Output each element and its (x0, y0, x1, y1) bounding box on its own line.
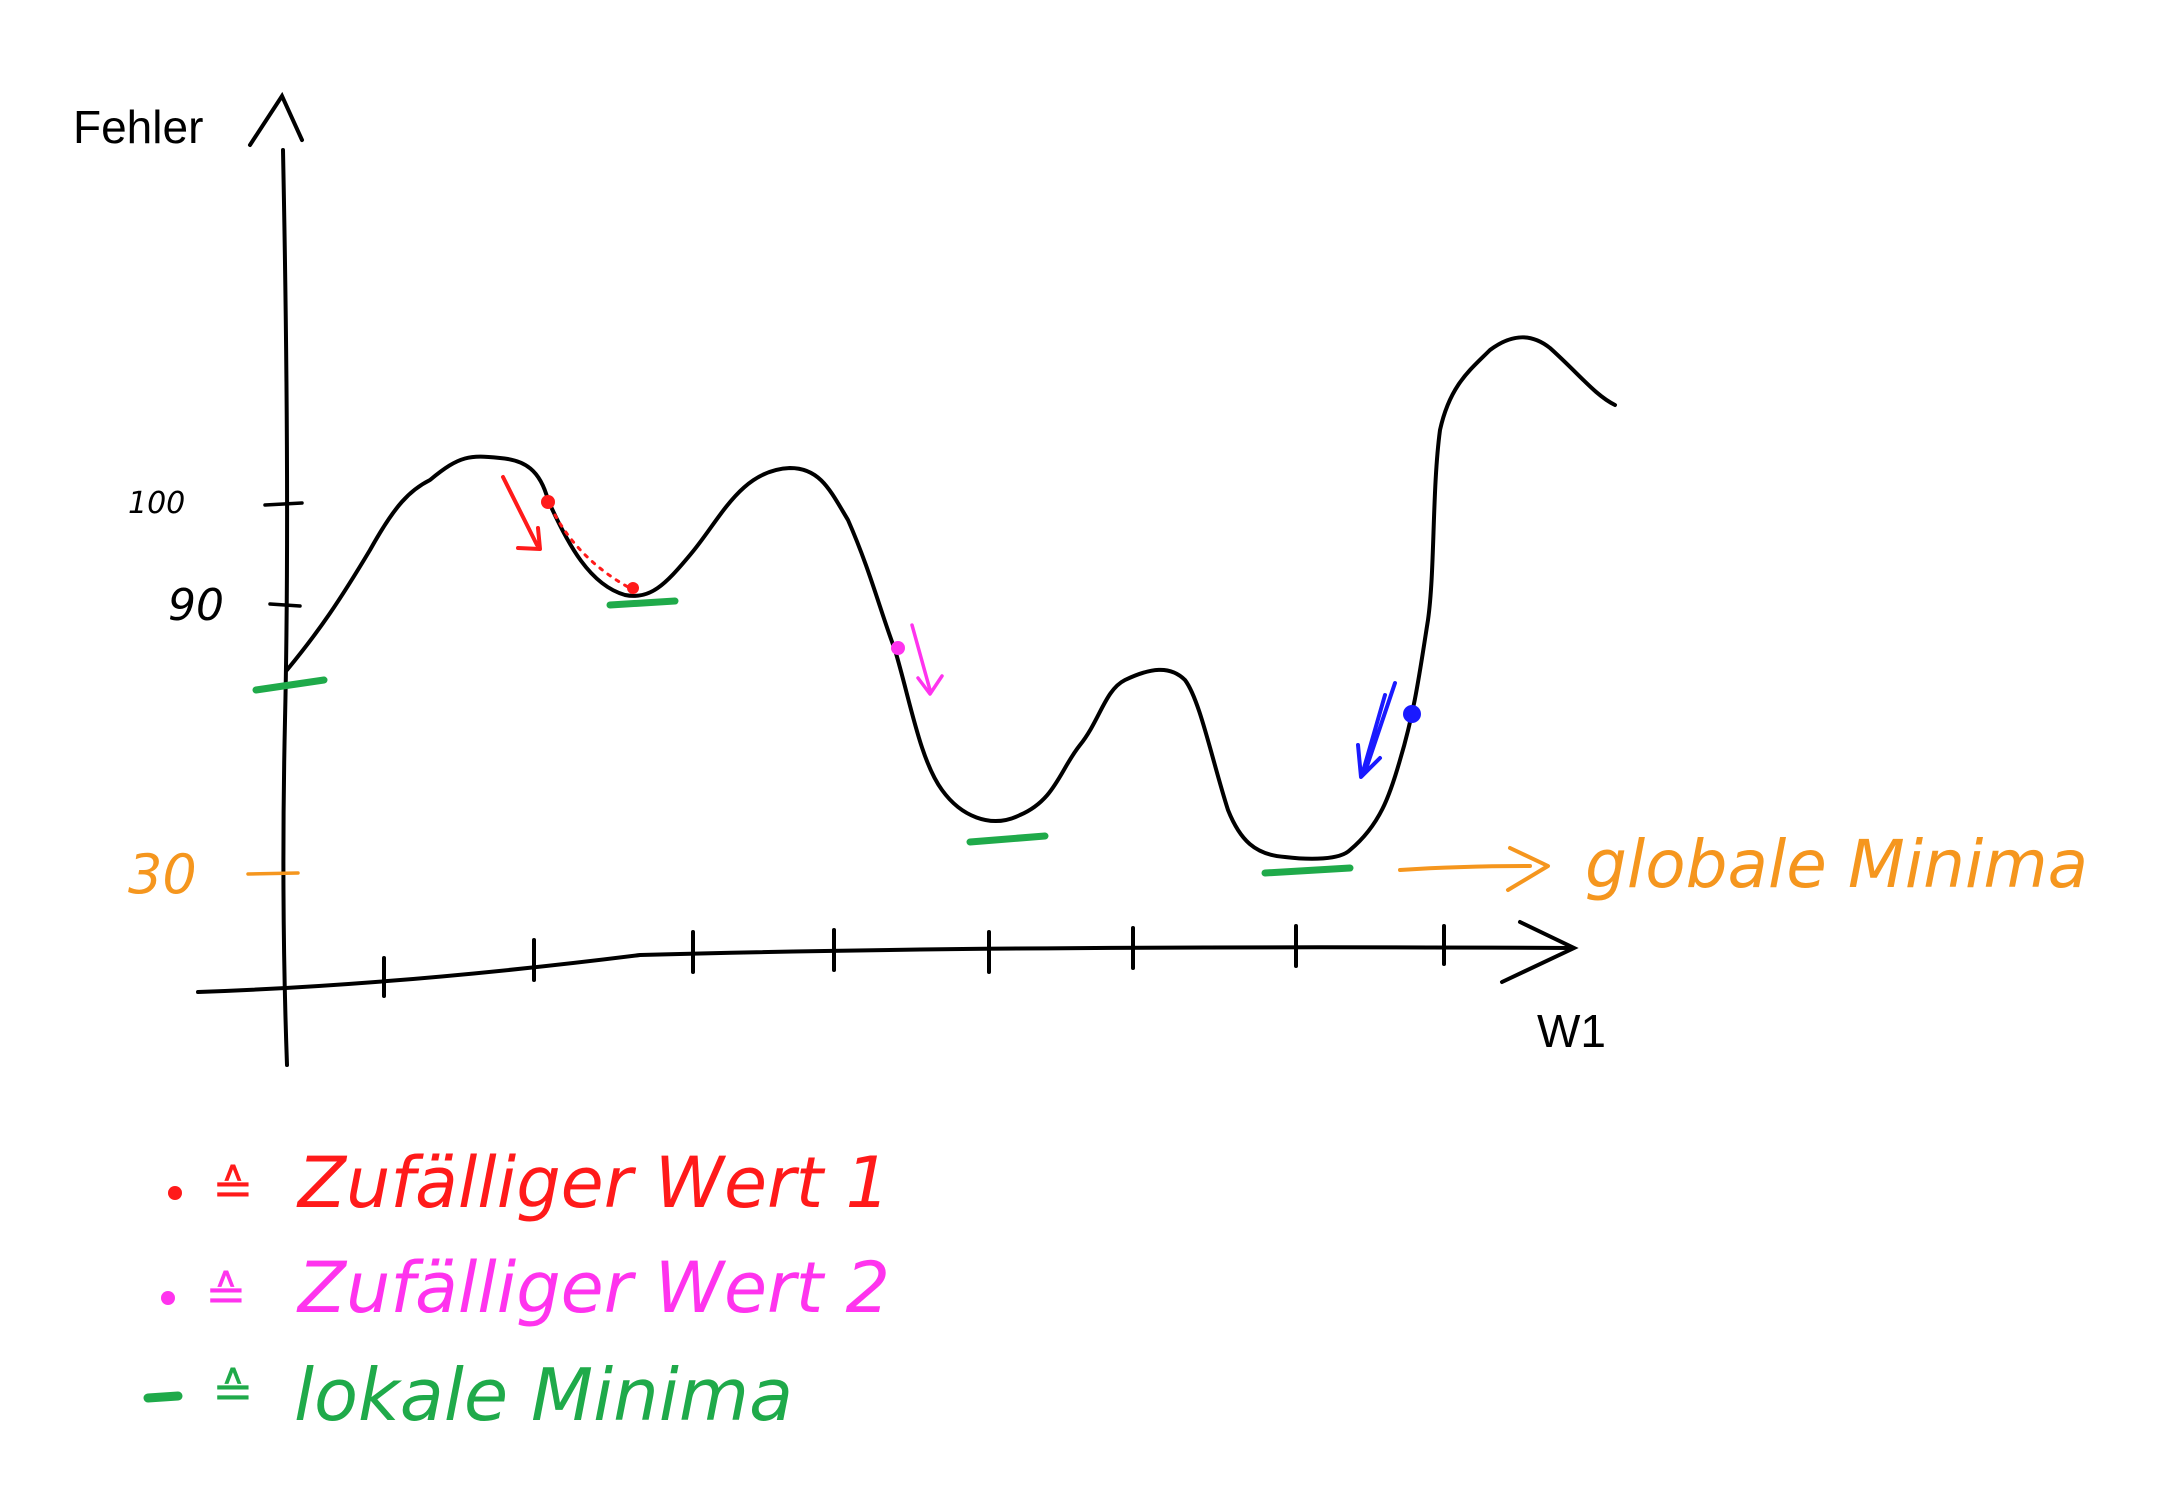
legend-equals-symbol: ≙ (212, 1159, 254, 1217)
random-value-1-dot (541, 495, 555, 509)
y-axis-label: Fehler (73, 101, 203, 153)
x-axis-line (196, 945, 1574, 994)
random-value-1-descent (501, 475, 639, 594)
red-end-dot (627, 582, 639, 594)
error-curve (285, 335, 1617, 861)
y-axis-arrowhead (248, 91, 304, 147)
y-tick-label-90: 90 (168, 580, 224, 631)
legend-label-random-value-2: Zufälliger Wert 2 (296, 1247, 890, 1329)
y-tick-label-30: 30 (128, 843, 197, 906)
global-minima-label: globale Minima (1585, 826, 2088, 903)
legend-item-local-minima: ≙ lokale Minima (143, 1353, 793, 1437)
legend-magenta-dot-icon (161, 1291, 175, 1305)
local-minimum-marker (966, 832, 1049, 846)
y-tick-label-100: 100 (128, 486, 185, 521)
red-dotted-path (553, 513, 630, 589)
y-ticks (246, 501, 304, 876)
legend-item-random-value-2: ≙ Zufälliger Wert 2 (161, 1247, 890, 1329)
legend-green-dash-icon (143, 1391, 183, 1403)
y-tick-100 (263, 501, 304, 507)
global-minima-arrow (1398, 846, 1550, 892)
x-axis-label: W1 (1537, 1005, 1606, 1057)
y-axis-line (281, 148, 290, 1067)
random-value-2-descent (891, 623, 944, 696)
local-minimum-marker (252, 676, 328, 694)
x-axis-arrowhead (1500, 920, 1579, 984)
blue-descent (1356, 681, 1421, 779)
local-minima-markers (252, 597, 1354, 877)
red-descent-arrow (501, 475, 542, 551)
legend-equals-symbol: ≙ (205, 1265, 247, 1323)
legend-label-local-minima: lokale Minima (294, 1353, 793, 1437)
y-tick-90 (268, 602, 302, 608)
legend-label-random-value-1: Zufälliger Wert 1 (296, 1142, 890, 1224)
blue-dot (1403, 705, 1421, 723)
legend-equals-symbol: ≙ (212, 1362, 254, 1420)
magenta-descent-arrow (910, 623, 944, 696)
local-minimum-marker (606, 597, 679, 609)
legend: ≙ Zufälliger Wert 1 ≙ Zufälliger Wert 2 … (143, 1142, 890, 1437)
global-minima-annotation: globale Minima (1398, 826, 2088, 903)
legend-red-dot-icon (168, 1186, 182, 1200)
y-axis (248, 91, 304, 1067)
blue-descent-arrow (1356, 681, 1397, 779)
y-tick-30 (246, 871, 300, 876)
local-minimum-marker (1261, 864, 1354, 877)
random-value-2-dot (891, 641, 905, 655)
legend-item-random-value-1: ≙ Zufälliger Wert 1 (168, 1142, 890, 1224)
x-axis (196, 920, 1579, 998)
